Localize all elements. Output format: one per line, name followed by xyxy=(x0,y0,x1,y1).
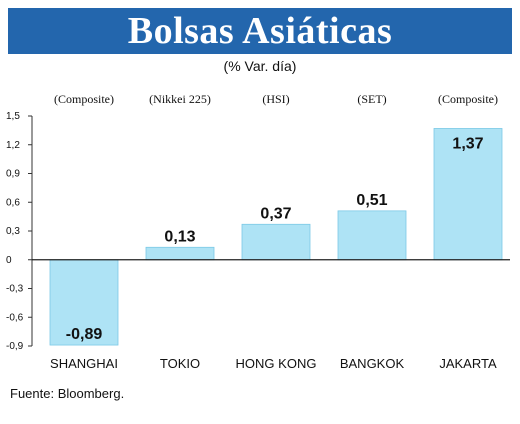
title-banner: Bolsas Asiáticas xyxy=(8,8,512,54)
category-label: HONG KONG xyxy=(236,356,317,371)
bar-value-label: 0,37 xyxy=(260,205,291,222)
index-label: (SET) xyxy=(357,92,386,106)
bar-value-label: 0,13 xyxy=(164,228,195,245)
y-tick-label: -0,9 xyxy=(6,341,24,352)
chart-title: Bolsas Asiáticas xyxy=(127,10,393,52)
index-label: (Composite) xyxy=(438,92,498,106)
bar-value-label: 0,51 xyxy=(356,192,387,209)
y-tick-label: 0,3 xyxy=(6,226,20,237)
bar-value-label: -0,89 xyxy=(66,326,103,343)
y-tick-label: -0,3 xyxy=(6,284,24,295)
y-tick-label: 0 xyxy=(6,255,12,266)
bar xyxy=(49,259,119,346)
bar xyxy=(337,210,407,261)
y-tick-label: 0,9 xyxy=(6,169,20,180)
y-tick-label: 0,6 xyxy=(6,197,20,208)
category-label: TOKIO xyxy=(160,356,200,371)
category-label: BANGKOK xyxy=(340,356,405,371)
category-label: SHANGHAI xyxy=(50,356,118,371)
index-label: (HSI) xyxy=(262,92,289,106)
bar xyxy=(145,246,215,261)
y-tick-label: 1,5 xyxy=(6,111,20,122)
bar-value-label: 1,37 xyxy=(452,135,483,152)
index-label: (Composite) xyxy=(54,92,114,106)
y-tick-label: 1,2 xyxy=(6,140,20,151)
chart-subtitle: (% Var. día) xyxy=(223,58,297,74)
index-label: (Nikkei 225) xyxy=(149,92,211,106)
source-note: Fuente: Bloomberg. xyxy=(10,386,125,401)
category-label: JAKARTA xyxy=(439,356,497,371)
bar xyxy=(241,223,311,261)
y-tick-label: -0,6 xyxy=(6,312,24,323)
